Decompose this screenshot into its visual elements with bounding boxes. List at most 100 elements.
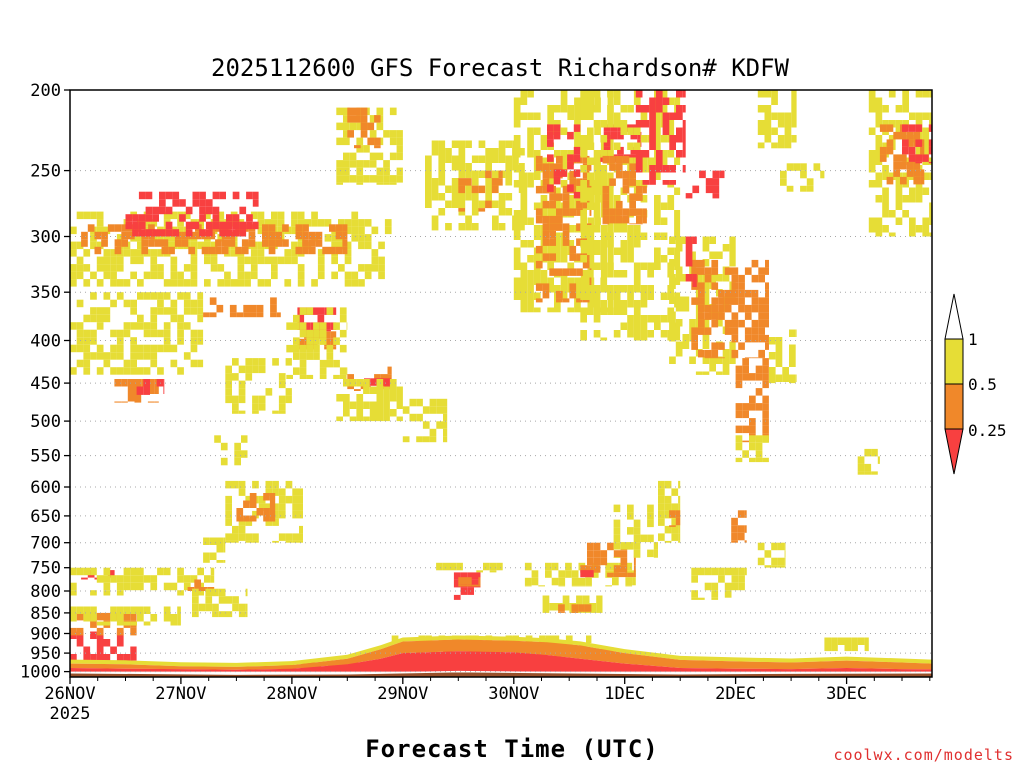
ri-cell-44	[875, 157, 883, 165]
ri-cell-2	[177, 606, 181, 614]
ri-cell-33	[613, 225, 621, 233]
ri-cell-33	[607, 112, 614, 120]
ri-cell-19	[138, 191, 146, 200]
ri-cell-17	[257, 256, 265, 265]
ri-cell-38	[704, 357, 712, 359]
ri-cell-40	[742, 403, 749, 411]
ri-cell-53	[613, 519, 621, 528]
ri-cell-33	[600, 120, 608, 128]
ri-cell-19	[145, 206, 153, 215]
ri-cell-33	[640, 330, 648, 338]
ri-cell-11	[324, 331, 331, 339]
ri-cell-29	[587, 90, 595, 98]
ri-cell-0	[130, 646, 137, 654]
ri-cell-35	[649, 142, 656, 150]
ri-cell-33	[593, 120, 601, 128]
ri-cell-44	[868, 225, 876, 233]
ri-cell-7	[209, 537, 217, 545]
ri-cell-34	[622, 208, 630, 216]
ri-cell-4	[103, 590, 111, 596]
ri-cell-23	[250, 304, 257, 313]
ri-cell-50	[465, 577, 472, 585]
ri-cell-29	[540, 195, 548, 203]
x-tick-label-2: 28NOV	[266, 684, 317, 704]
ri-cell-27	[492, 170, 499, 178]
ri-cell-27	[498, 140, 506, 148]
ri-cell-17	[344, 226, 352, 235]
ri-cell-29	[520, 307, 528, 313]
ri-cell-29	[533, 277, 541, 285]
ri-cell-33	[600, 150, 608, 158]
ri-cell-2	[116, 621, 124, 626]
ri-cell-27	[458, 148, 466, 156]
ri-cell-20	[103, 307, 111, 315]
ri-cell-11	[297, 338, 305, 347]
ri-cell-4	[170, 582, 178, 591]
ri-cell-21	[114, 379, 122, 387]
ri-cell-42	[764, 120, 772, 128]
ri-cell-59	[731, 575, 739, 583]
ri-cell-36	[712, 170, 720, 179]
ri-cell-64	[831, 645, 838, 652]
ri-cell-29	[607, 187, 614, 195]
ri-cell-57	[671, 503, 679, 511]
ri-cell-27	[445, 148, 452, 156]
ri-cell-30	[582, 200, 590, 209]
ri-cell-2	[177, 614, 181, 622]
ri-cell-52	[613, 550, 621, 558]
x-tick-label-5: 1DEC	[604, 684, 645, 704]
ri-cell-30	[556, 223, 563, 231]
ri-cell-32	[610, 124, 618, 132]
ri-cell-44	[875, 195, 883, 203]
ri-cell-27	[485, 193, 492, 201]
ri-cell-29	[587, 262, 595, 270]
ri-cell-17	[177, 279, 184, 287]
ri-cell-38	[718, 312, 725, 320]
ri-cell-17	[297, 219, 305, 227]
ri-cell-18	[322, 246, 329, 255]
ground-fill	[70, 671, 932, 677]
ri-cell-49	[453, 572, 461, 580]
ri-cell-42	[784, 120, 792, 128]
ri-cell-29	[513, 285, 521, 293]
ri-cell-20	[177, 292, 184, 300]
ri-cell-8	[278, 495, 286, 504]
ri-cell-38	[758, 327, 765, 335]
ri-cell-41	[755, 450, 763, 458]
ri-cell-44	[909, 225, 916, 233]
ri-cell-20	[197, 292, 204, 300]
ri-cell-17	[76, 264, 84, 272]
ri-cell-33	[613, 247, 621, 255]
ri-cell-17	[250, 264, 258, 272]
ri-cell-26	[360, 130, 368, 138]
ri-cell-35	[649, 97, 656, 105]
ri-cell-20	[116, 367, 124, 375]
ri-cell-17	[130, 271, 137, 280]
ri-cell-34	[629, 193, 636, 201]
ri-cell-62	[775, 359, 783, 367]
ri-cell-44	[875, 135, 883, 143]
ri-cell-8	[258, 495, 266, 504]
ri-cell-43	[793, 163, 801, 171]
ri-cell-9	[243, 500, 250, 508]
ri-cell-20	[163, 292, 171, 300]
ri-cell-29	[574, 195, 581, 203]
ri-cell-45	[906, 139, 914, 147]
ri-cell-17	[70, 226, 77, 235]
ri-cell-11	[330, 331, 337, 339]
ri-cell-21	[134, 401, 142, 403]
ri-cell-29	[594, 195, 601, 203]
ri-cell-44	[922, 225, 930, 233]
ri-cell-19	[159, 199, 166, 207]
ri-cell-18	[87, 224, 95, 232]
ri-cell-57	[671, 488, 679, 496]
ri-cell-37	[702, 259, 710, 267]
ri-cell-17	[331, 241, 338, 250]
ri-cell-40	[762, 373, 769, 381]
credit-link[interactable]: coolwx.com/modelts	[833, 746, 1014, 764]
ri-cell-27	[425, 200, 432, 208]
ri-cell-33	[587, 187, 594, 195]
ri-cell-35	[655, 90, 663, 98]
ri-cell-39	[685, 236, 693, 244]
ri-cell-33	[613, 195, 621, 203]
